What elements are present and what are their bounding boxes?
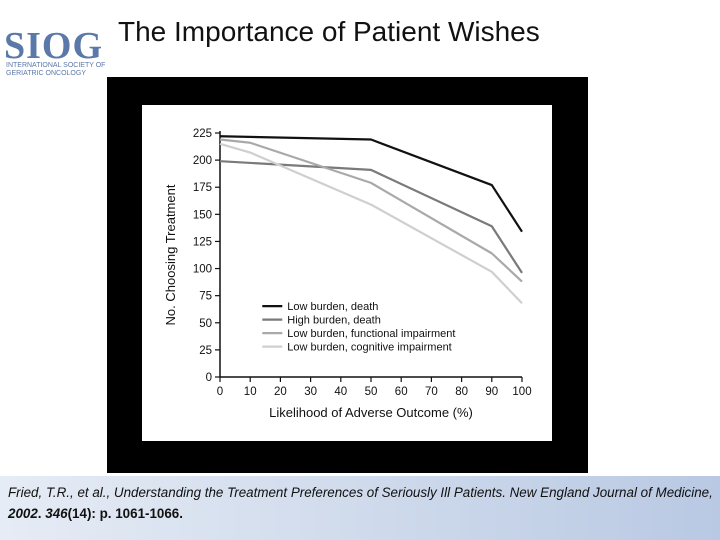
y-tick-label: 175 — [193, 182, 212, 194]
series-line-3 — [219, 138, 523, 283]
x-tick-label: 100 — [512, 386, 531, 398]
y-tick-label: 25 — [199, 345, 212, 357]
logo-subtitle: International Society of Geriatric Oncol… — [6, 62, 106, 77]
citation-bar — [0, 476, 720, 540]
siog-logo: SIOG International Society of Geriatric … — [4, 26, 108, 88]
series-line-1 — [219, 135, 523, 233]
x-tick-label: 80 — [455, 386, 468, 398]
citation-authors-title: Fried, T.R., et al., Understanding the T… — [8, 485, 710, 500]
citation-year: 2002 — [8, 506, 38, 521]
y-axis-label: No. Choosing Treatment — [163, 184, 178, 325]
x-axis-ticks: 0 10 20 30 40 50 60 70 80 90 100 — [217, 377, 532, 398]
legend-label-4: Low burden, cognitive impairment — [287, 342, 451, 354]
citation-pages: : p. 1061-1066. — [91, 506, 183, 521]
x-axis-label: Likelihood of Adverse Outcome (%) — [269, 405, 473, 420]
y-tick-label: 225 — [193, 128, 212, 140]
legend-label-2: High burden, death — [287, 315, 381, 327]
logo-wordmark: SIOG — [4, 25, 104, 67]
legend-label-1: Low burden, death — [287, 301, 378, 313]
citation-dot: . — [37, 506, 46, 521]
series-line-2 — [219, 160, 523, 274]
x-tick-label: 60 — [395, 386, 408, 398]
y-tick-label: 125 — [193, 236, 212, 248]
x-tick-label: 90 — [485, 386, 498, 398]
y-tick-label: 50 — [199, 318, 212, 330]
citation-volume: 346 — [45, 506, 68, 521]
citation: Fried, T.R., et al., Understanding the T… — [8, 482, 713, 524]
x-tick-label: 0 — [217, 386, 223, 398]
line-chart: 0 25 50 75 100 125 150 175 200 225 0 10 20 30 40 50 60 7… — [163, 128, 532, 420]
x-tick-label: 10 — [244, 386, 257, 398]
citation-comma: , — [709, 485, 713, 500]
x-tick-label: 30 — [304, 386, 317, 398]
x-tick-label: 20 — [274, 386, 287, 398]
slide-title: The Importance of Patient Wishes — [118, 16, 540, 47]
y-tick-label: 100 — [193, 264, 212, 276]
figure-panel — [142, 105, 552, 441]
series-lines — [219, 135, 523, 305]
x-tick-label: 70 — [425, 386, 438, 398]
y-tick-label: 75 — [199, 291, 212, 303]
y-axis-ticks: 0 25 50 75 100 125 150 175 200 225 — [193, 128, 220, 384]
x-tick-label: 50 — [365, 386, 378, 398]
y-tick-label: 200 — [193, 155, 212, 167]
series-line-4 — [219, 142, 523, 305]
y-tick-label: 0 — [206, 372, 212, 384]
legend-label-3: Low burden, functional impairment — [287, 328, 455, 340]
x-tick-label: 40 — [334, 386, 347, 398]
citation-issue: (14) — [67, 506, 92, 521]
y-tick-label: 150 — [193, 209, 212, 221]
